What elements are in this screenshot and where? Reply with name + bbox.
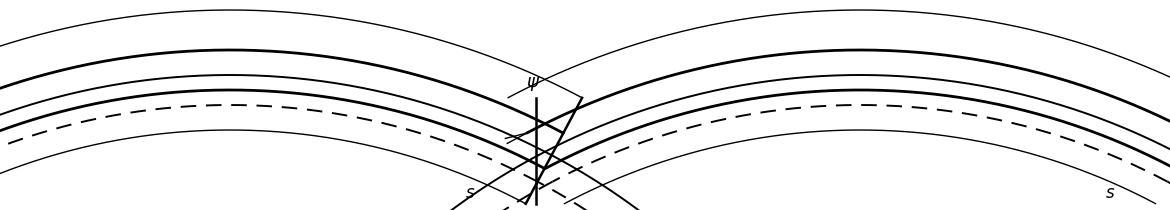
Text: $s$: $s$	[464, 185, 475, 202]
Text: $\psi$: $\psi$	[525, 75, 541, 93]
Text: $s$: $s$	[1104, 185, 1115, 202]
